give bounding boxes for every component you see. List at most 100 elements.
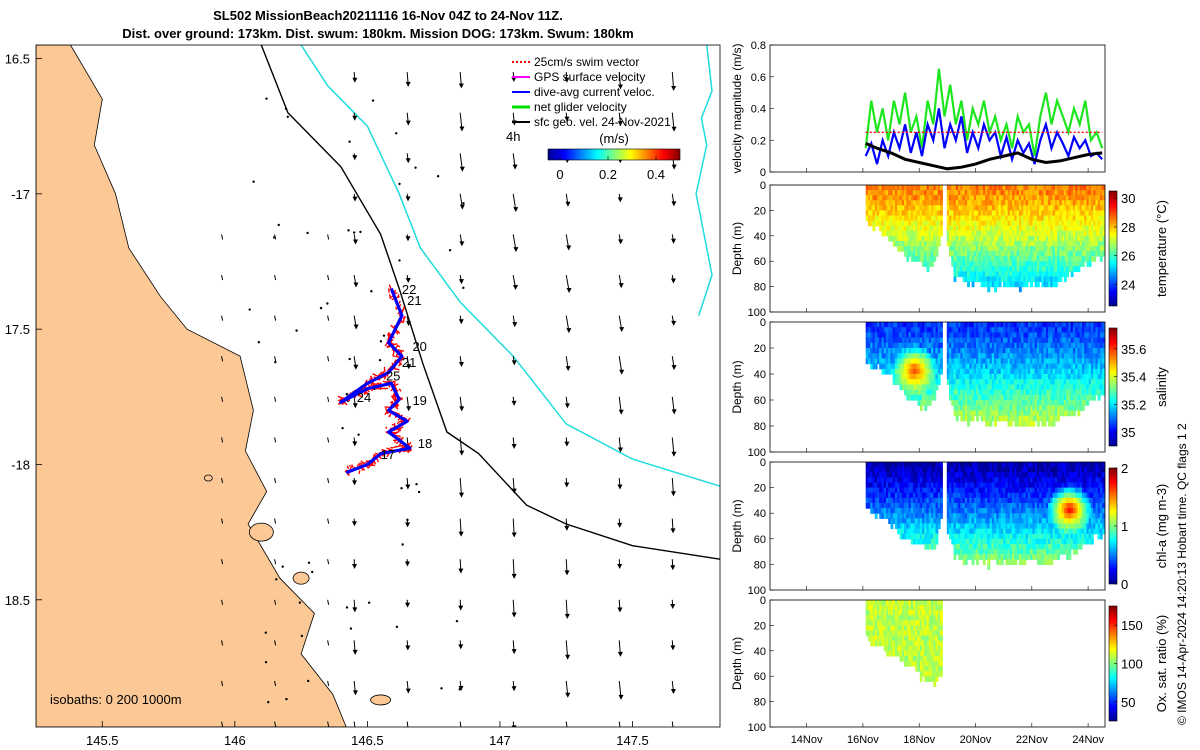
- data-cell: [1034, 379, 1038, 385]
- data-cell: [922, 337, 925, 344]
- data-cell: [1034, 205, 1038, 211]
- data-cell: [897, 200, 901, 206]
- data-cell: [922, 492, 925, 499]
- data-cell: [897, 518, 901, 524]
- panel-frame: [769, 184, 1106, 313]
- data-cell: [1070, 327, 1074, 333]
- data-cell: [1068, 185, 1072, 191]
- colorbar-temperature: [1108, 190, 1118, 307]
- data-cell: [994, 389, 997, 396]
- data-cell: [980, 533, 984, 540]
- data-cell: [1023, 353, 1027, 359]
- data-cell: [1102, 230, 1105, 237]
- data-cell: [1099, 348, 1103, 354]
- data-cell: [1102, 389, 1105, 396]
- reef-dot: [275, 578, 278, 581]
- data-cell: [1072, 230, 1076, 237]
- data-cell: [1003, 251, 1006, 257]
- data-cell: [1025, 337, 1029, 344]
- data-cell: [886, 342, 889, 349]
- data-cell: [868, 497, 871, 504]
- data-cell: [872, 348, 876, 354]
- data-cell: [982, 195, 986, 201]
- data-cell: [931, 353, 934, 359]
- data-cell: [973, 384, 977, 391]
- data-cell: [964, 225, 968, 232]
- data-cell: [1084, 240, 1088, 247]
- data-cell: [899, 353, 903, 359]
- data-cell: [980, 251, 984, 257]
- data-cell: [1007, 251, 1011, 257]
- data-cell: [967, 492, 970, 499]
- data-cell: [1041, 348, 1045, 354]
- data-cell: [964, 200, 968, 206]
- data-cell: [933, 374, 937, 380]
- data-cell: [1090, 337, 1094, 344]
- data-cell: [951, 389, 955, 396]
- data-cell: [926, 205, 930, 211]
- data-cell: [1005, 261, 1009, 267]
- data-cell: [870, 353, 874, 359]
- data-cell: [910, 368, 914, 375]
- geo-arrow: [274, 274, 277, 281]
- data-cell: [868, 353, 871, 359]
- data-cell: [1023, 405, 1027, 411]
- data-cell: [985, 266, 988, 272]
- data-cell: [926, 384, 930, 391]
- data-cell: [895, 210, 898, 217]
- data-cell: [872, 487, 876, 494]
- data-cell: [904, 482, 907, 489]
- data-cell: [973, 368, 977, 375]
- data-cell: [1030, 220, 1033, 227]
- geo-arrow: [671, 721, 674, 727]
- swim-vector: [348, 464, 351, 467]
- data-cell: [996, 230, 1000, 237]
- data-cell: [964, 342, 968, 349]
- data-cell: [1005, 327, 1009, 333]
- day-label: 18: [418, 436, 432, 451]
- data-cell: [1084, 200, 1088, 206]
- data-cell: [883, 363, 887, 370]
- data-cell: [872, 353, 876, 359]
- data-cell: [958, 503, 961, 509]
- data-cell: [908, 389, 912, 396]
- panel-ylabel: velocity magnitude (m/s): [730, 43, 744, 173]
- data-cell: [1027, 205, 1031, 211]
- data-cell: [1036, 256, 1040, 262]
- data-cell: [919, 337, 923, 344]
- data-cell: [1032, 358, 1036, 365]
- data-cell: [868, 462, 871, 468]
- data-cell: [971, 513, 975, 519]
- data-cell: [935, 190, 939, 196]
- reef-dot: [267, 700, 270, 704]
- geo-arrowhead: [671, 126, 677, 132]
- data-cell: [1036, 394, 1040, 401]
- data-cell: [933, 235, 937, 242]
- data-cell: [926, 477, 930, 484]
- geo-arrowhead: [617, 121, 623, 127]
- data-cell: [937, 205, 941, 211]
- data-cell: [1032, 405, 1036, 411]
- data-cell: [1052, 415, 1056, 422]
- data-cell: [1018, 246, 1022, 252]
- panel-ytick-label: 100: [748, 447, 766, 459]
- data-cell: [1059, 389, 1063, 396]
- data-cell: [926, 195, 930, 201]
- data-cell: [980, 348, 984, 354]
- data-cell: [940, 462, 943, 468]
- data-cell: [973, 497, 977, 504]
- data-cell: [1005, 205, 1009, 211]
- data-cell: [985, 240, 988, 247]
- data-cell: [991, 190, 995, 196]
- data-cell: [971, 543, 975, 550]
- data-cell: [1007, 389, 1011, 396]
- data-cell: [989, 358, 993, 365]
- data-cell: [1012, 240, 1015, 247]
- data-cell: [971, 276, 975, 283]
- data-cell: [1007, 185, 1011, 191]
- data-cell: [935, 508, 939, 514]
- data-cell: [1050, 415, 1054, 422]
- data-cell: [991, 195, 995, 201]
- data-cell: [937, 462, 941, 468]
- data-cell: [1081, 230, 1085, 237]
